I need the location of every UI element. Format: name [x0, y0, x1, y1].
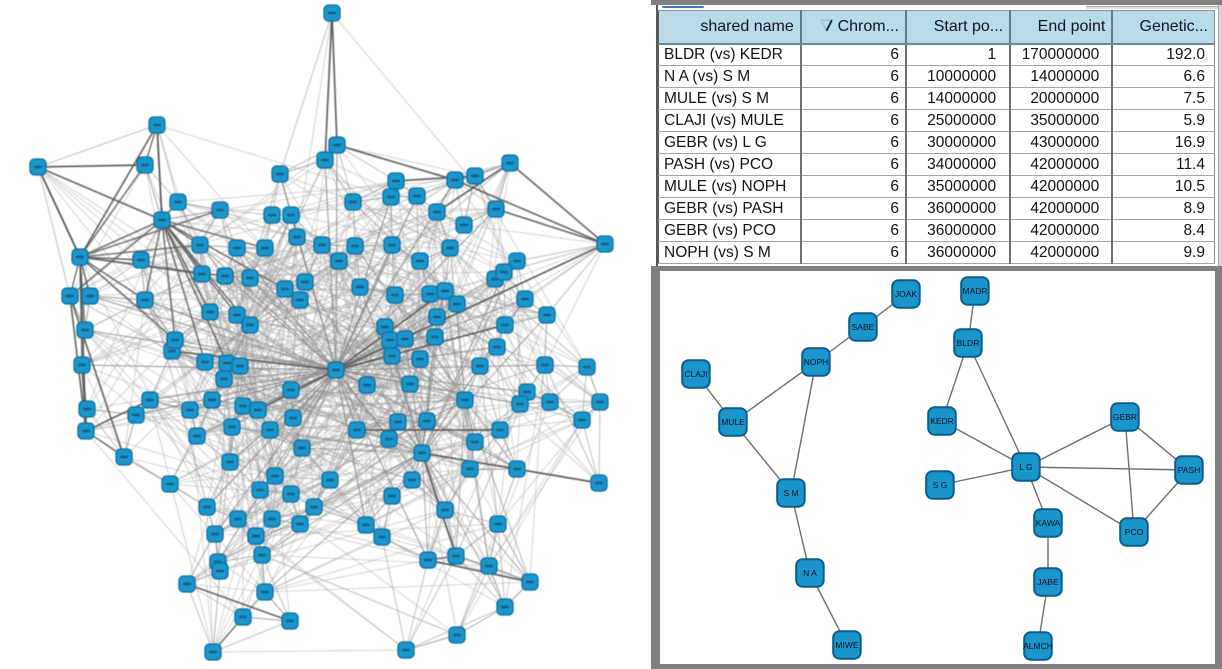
svg-text:SABE: SABE — [852, 322, 875, 332]
svg-text:BLDR: BLDR — [957, 338, 980, 348]
svg-text:S M: S M — [783, 488, 798, 498]
svg-text:PASH: PASH — [1178, 465, 1201, 475]
svg-text:KAWA: KAWA — [1036, 518, 1061, 528]
svg-text:MULE: MULE — [721, 417, 745, 427]
svg-text:CLAJI: CLAJI — [684, 369, 707, 379]
svg-text:JOAK: JOAK — [895, 289, 918, 299]
svg-text:L G: L G — [1019, 462, 1032, 472]
svg-text:MADR: MADR — [962, 286, 987, 296]
svg-text:JABE: JABE — [1037, 577, 1059, 587]
svg-text:N A: N A — [803, 568, 817, 578]
svg-text:NOPH: NOPH — [804, 357, 829, 367]
svg-text:KEDR: KEDR — [930, 416, 954, 426]
svg-text:PCO: PCO — [1125, 527, 1144, 537]
svg-text:S G: S G — [933, 480, 948, 490]
svg-text:ALMCH: ALMCH — [1023, 641, 1053, 651]
svg-text:GEBR: GEBR — [1113, 412, 1137, 422]
svg-text:MIWE: MIWE — [835, 640, 858, 650]
